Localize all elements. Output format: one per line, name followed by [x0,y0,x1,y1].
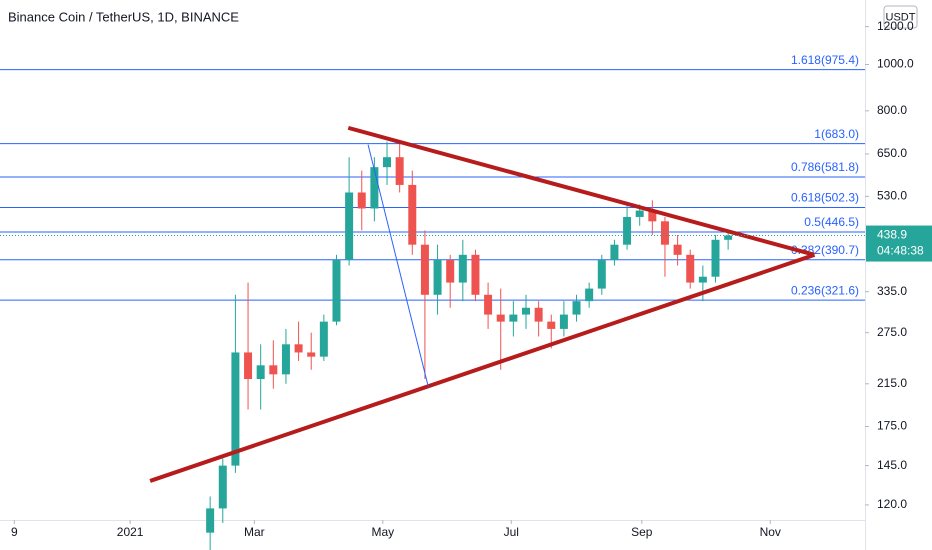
candle-body [218,465,227,509]
candle-body [471,254,480,295]
candle-body [395,157,404,185]
candle-body [623,216,632,245]
candle-body [686,254,695,283]
fib-level-label: 1(683.0) [814,127,859,141]
candle-body [572,301,581,315]
candle-body [509,314,518,322]
plot-area: 1.618(975.4) 1(683.0) 0.786(581.8) 0.618(50… [0,53,865,550]
candle-body [660,221,669,245]
candle-body [521,307,530,315]
candle-body [345,192,354,261]
candle-body [244,352,253,380]
candle-body [256,365,265,380]
fib-level-label: 0.786(581.8) [791,160,859,174]
trendline [367,144,429,387]
chart-title: Binance Coin / TetherUS, 1D, BINANCE [8,9,239,24]
currency-badge[interactable] [883,5,918,29]
candle-body [281,344,290,375]
y-tick-label: 175.0 [877,419,907,433]
candle-body [597,260,606,289]
trendline [347,125,815,257]
x-tick-label: 2021 [117,525,144,539]
fib-level-label: 1.618(975.4) [791,53,859,67]
candle-body [698,276,707,283]
candle-body [433,260,442,295]
y-tick-label: 650.0 [877,146,907,160]
candle-body [484,294,493,315]
x-tick-label: 9 [11,525,18,539]
fib-level-label: 0.618(502.3) [791,191,859,205]
fib-level-label: 0.236(321.6) [791,283,859,297]
candle-body [446,260,455,283]
y-tick-label: 145.0 [877,458,907,472]
x-tick-label: Nov [760,525,781,539]
candle-body [206,508,215,533]
candle-body [332,260,341,322]
y-tick-label: 120.0 [877,497,907,511]
countdown-label: 04:48:38 [877,244,924,258]
candle-body [319,321,328,357]
candle-body [408,184,417,245]
candle-body [673,244,682,255]
candle-body [294,344,303,353]
candle-body [420,244,429,295]
candle-body [231,352,240,466]
y-tick-label: 275.0 [877,325,907,339]
y-tick-label: 800.0 [877,103,907,117]
candle-body [357,192,366,209]
y-tick-label: 335.0 [877,284,907,298]
candle-body [458,254,467,283]
candle-body [635,210,644,217]
candle-body [711,239,720,277]
candle-body [383,157,392,168]
currency-label: USDT [886,11,916,23]
y-tick-label: 530.0 [877,189,907,203]
candle-body [307,352,316,357]
candle-body [496,314,505,322]
candle-body [547,321,556,329]
last-price-box [866,225,932,262]
fib-level-label: 0.5(446.5) [804,215,859,229]
candle-body [534,307,543,322]
candle-body [559,314,568,329]
y-tick-label: 1200.0 [877,19,914,33]
candle-body [585,288,594,302]
candle-body [269,365,278,375]
x-tick-label: Jul [504,525,519,539]
candle-body [370,167,379,209]
trendline [149,252,816,483]
candle-body [724,235,733,240]
x-tick-label: Mar [244,525,265,539]
x-tick-label: Sep [631,525,653,539]
candle-body [648,210,657,222]
y-tick-label: 215.0 [877,376,907,390]
x-tick-label: May [371,525,394,539]
candle-body [610,244,619,261]
y-tick-label: 1000.0 [877,57,914,71]
last-price-label: 438.9 [877,228,907,242]
